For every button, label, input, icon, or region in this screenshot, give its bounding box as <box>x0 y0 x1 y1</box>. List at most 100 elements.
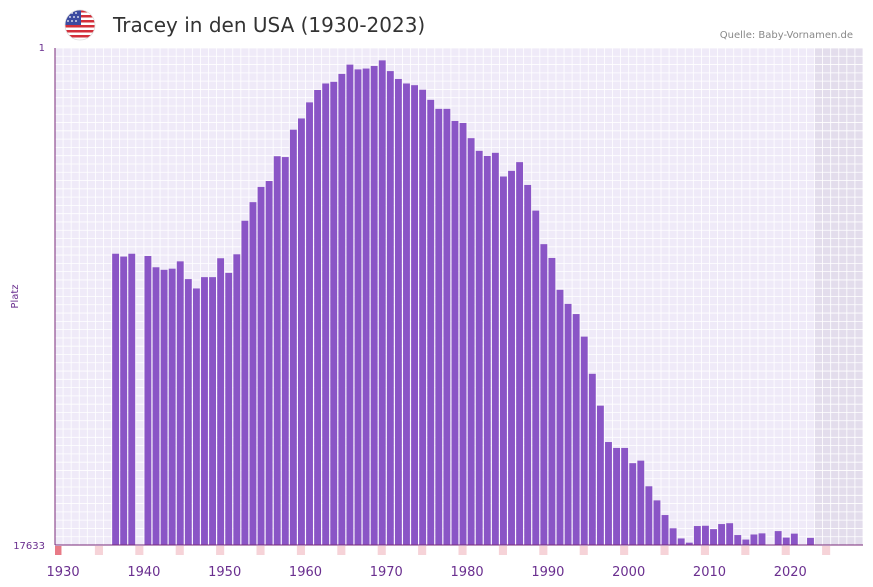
bar-1953 <box>249 202 257 546</box>
bar-1966 <box>354 69 362 545</box>
bar-1951 <box>233 254 241 546</box>
bar-1950 <box>225 272 233 545</box>
decade-marker-1954 <box>256 546 265 555</box>
bar-2007 <box>685 542 693 545</box>
bar-2002 <box>645 486 653 545</box>
bar-2013 <box>734 535 742 545</box>
bar-1947 <box>201 277 208 545</box>
decade-marker-1964 <box>337 546 346 555</box>
bar-2010 <box>710 529 717 545</box>
usa-flag-icon <box>64 9 96 41</box>
bar-1981 <box>475 150 483 545</box>
bar-1962 <box>322 83 330 546</box>
bar-1957 <box>281 157 289 545</box>
bar-1986 <box>516 162 524 545</box>
bar-1971 <box>394 78 402 545</box>
bar-1993 <box>572 314 580 545</box>
bar-1985 <box>508 170 515 545</box>
bar-2022 <box>807 537 814 545</box>
x-tick-label-2020: 2020 <box>774 565 807 580</box>
bar-1999 <box>621 447 629 545</box>
decade-marker-1974 <box>418 546 427 555</box>
bar-1965 <box>346 64 354 546</box>
bar-1944 <box>176 261 184 545</box>
bar-1996 <box>596 405 604 545</box>
bar-1970 <box>386 71 394 545</box>
bar-2011 <box>718 524 726 545</box>
bar-1958 <box>289 129 297 545</box>
decade-marker-edge <box>55 546 62 555</box>
x-tick-labels: 1930 1940 1950 1960 1970 1980 1990 2000 2010 2020 <box>47 565 807 580</box>
bar-1980 <box>467 138 475 545</box>
y-axis-label: Platz <box>10 284 21 308</box>
bar-2015 <box>750 534 758 545</box>
bar-2003 <box>653 500 661 545</box>
bar-1997 <box>605 442 612 545</box>
x-tick-label-1950: 1950 <box>208 565 241 580</box>
x-tick-label-1980: 1980 <box>451 565 484 580</box>
bar-1972 <box>403 83 410 546</box>
bar-1988 <box>532 210 540 545</box>
bar-1943 <box>168 268 176 545</box>
bar-2012 <box>726 523 734 545</box>
bar-1938 <box>128 253 136 545</box>
decade-marker-1989 <box>539 546 548 555</box>
x-tick-label-2000: 2000 <box>612 565 645 580</box>
decade-marker-1944 <box>175 546 184 555</box>
bar-2006 <box>677 538 685 545</box>
bar-1952 <box>241 220 249 545</box>
bar-1995 <box>588 373 596 545</box>
bar-2004 <box>661 515 669 545</box>
bar-1948 <box>209 277 216 545</box>
decade-marker-1999 <box>620 546 629 555</box>
bar-1984 <box>500 176 507 546</box>
decade-marker-2009 <box>700 546 709 555</box>
bar-1977 <box>443 108 451 545</box>
bar-2009 <box>702 525 709 545</box>
bar-1949 <box>217 258 225 545</box>
bar-2018 <box>774 531 782 545</box>
bar-1959 <box>298 118 305 545</box>
bar-2008 <box>693 526 701 545</box>
bar-1994 <box>580 336 588 545</box>
bar-1945 <box>184 279 192 545</box>
decade-marker-2024 <box>822 546 831 555</box>
bar-2020 <box>790 533 798 545</box>
x-tick-label-2010: 2010 <box>693 565 726 580</box>
bar-1991 <box>556 289 564 545</box>
decade-markers <box>55 546 831 555</box>
source-credit: Quelle: Baby-Vornamen.de <box>719 30 853 41</box>
bar-1982 <box>483 155 491 545</box>
decade-marker-2004 <box>660 546 669 555</box>
bar-1992 <box>564 303 572 545</box>
bar-1979 <box>459 122 467 546</box>
decade-marker-1979 <box>458 546 467 555</box>
bar-1960 <box>306 102 313 545</box>
decade-marker-1939 <box>135 546 144 555</box>
bar-1963 <box>330 81 338 545</box>
bar-1937 <box>120 256 128 545</box>
bar-2019 <box>782 537 790 545</box>
bar-1998 <box>613 447 620 545</box>
x-tick-label-1960: 1960 <box>289 565 322 580</box>
bar-1942 <box>160 269 168 545</box>
bar-1990 <box>548 257 556 545</box>
bar-1975 <box>427 99 435 545</box>
bar-2001 <box>637 460 645 545</box>
y-tick-label-bottom: 17633 <box>13 541 45 552</box>
bar-1989 <box>540 244 548 546</box>
bar-1976 <box>435 108 443 545</box>
bar-2005 <box>669 528 677 545</box>
bar-1941 <box>152 267 160 545</box>
bar-2000 <box>629 463 637 545</box>
decade-marker-1984 <box>498 546 507 555</box>
bar-2014 <box>742 539 750 545</box>
bar-1954 <box>257 186 265 546</box>
decade-marker-1994 <box>579 546 588 555</box>
x-tick-label-1990: 1990 <box>531 565 564 580</box>
x-tick-label-1970: 1970 <box>370 565 403 580</box>
bar-2016 <box>758 533 766 545</box>
bar-1983 <box>491 152 499 545</box>
bar-1961 <box>314 89 322 546</box>
